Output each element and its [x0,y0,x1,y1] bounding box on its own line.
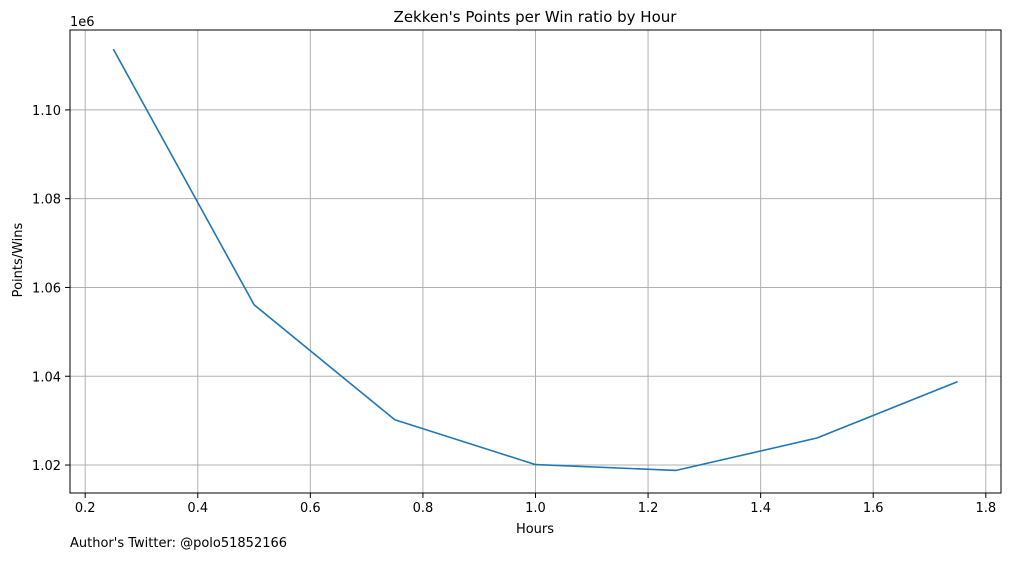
x-tick-label: 0.2 [75,501,96,516]
y-tick-label: 1.02 [32,459,61,474]
x-tick-label: 1.2 [638,501,659,516]
author-credit: Author's Twitter: @polo51852166 [70,536,288,551]
y-tick-label: 1.10 [32,104,61,119]
x-tick-label: 0.6 [300,501,321,516]
x-axis-label: Hours [516,522,554,537]
y-axis-ticks: 1.02 1.04 1.06 1.08 1.10 [32,104,70,474]
x-tick-label: 0.8 [413,501,434,516]
chart-title: Zekken's Points per Win ratio by Hour [394,8,678,26]
x-tick-label: 1.0 [525,501,546,516]
y-offset-label: 1e6 [70,15,95,30]
y-tick-label: 1.04 [32,370,61,385]
grid [70,30,1001,493]
y-tick-label: 1.08 [32,193,61,208]
x-tick-label: 1.6 [863,501,884,516]
x-tick-label: 0.4 [187,501,208,516]
y-tick-label: 1.06 [32,281,61,296]
y-axis-label: Points/Wins [11,222,26,297]
x-axis-ticks: 0.2 0.4 0.6 0.8 1.0 1.2 1.4 1.6 1.8 [75,493,996,516]
series-group [112,48,958,472]
series-line [112,48,958,472]
x-tick-label: 1.8 [975,501,996,516]
x-tick-label: 1.4 [750,501,771,516]
